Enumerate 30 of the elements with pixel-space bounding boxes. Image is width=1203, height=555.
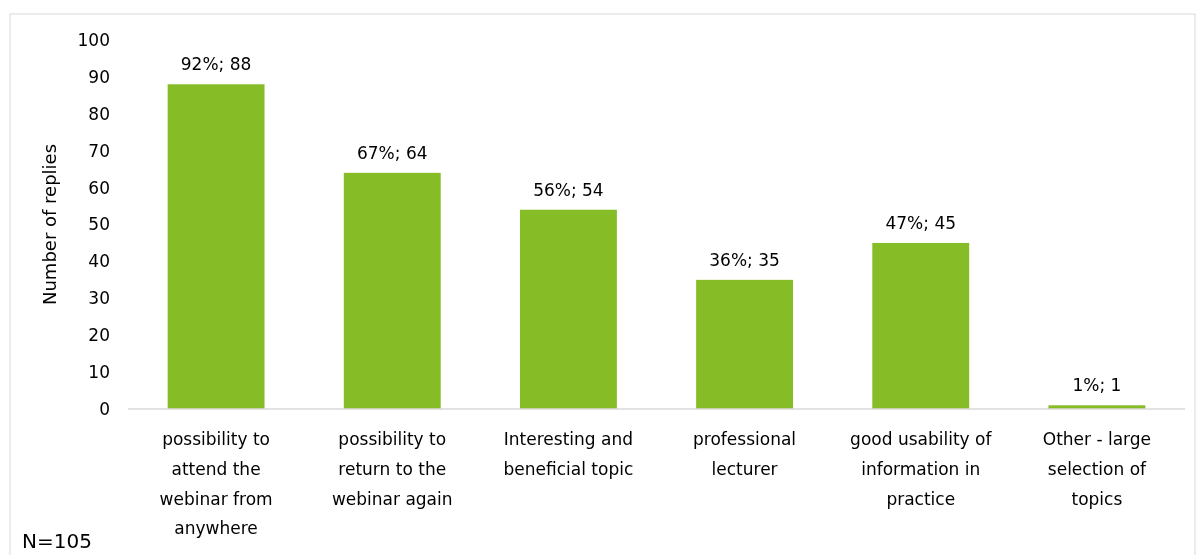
y-tick-label: 60 bbox=[88, 177, 110, 198]
bar bbox=[872, 242, 970, 409]
bar bbox=[167, 84, 265, 409]
data-label: 1%; 1 bbox=[1072, 375, 1122, 396]
y-axis-title: Number of replies bbox=[39, 143, 60, 306]
data-label: 92%; 88 bbox=[180, 54, 252, 75]
data-label: 36%; 35 bbox=[709, 249, 780, 270]
y-tick-label: 30 bbox=[88, 288, 110, 309]
y-tick-label: 10 bbox=[88, 362, 110, 383]
y-tick-label: 80 bbox=[88, 103, 110, 124]
bar bbox=[696, 279, 794, 409]
data-label: 47%; 45 bbox=[885, 212, 957, 233]
y-tick-label: 0 bbox=[99, 398, 110, 419]
y-tick-label: 20 bbox=[88, 325, 110, 346]
y-tick-label: 100 bbox=[77, 29, 110, 50]
bar bbox=[519, 209, 617, 409]
data-label: 56%; 54 bbox=[533, 179, 604, 200]
data-label: 67%; 64 bbox=[356, 142, 428, 163]
x-tick-label: Interesting and beneficial topic bbox=[503, 429, 634, 479]
text: N=105 bbox=[22, 529, 92, 553]
x-tick-label: possibility to return to the webinar again bbox=[331, 429, 453, 509]
x-tick-label: professional lecturer bbox=[693, 429, 797, 479]
y-tick-label: 40 bbox=[88, 251, 110, 272]
bar bbox=[343, 172, 441, 409]
y-tick-label: 70 bbox=[88, 140, 110, 161]
y-tick-label: 50 bbox=[88, 214, 110, 235]
x-tick-label: good usability of information in practice bbox=[850, 429, 993, 509]
y-tick-label: 90 bbox=[88, 66, 110, 87]
x-tick-label: possibility to attend the webinar from anywhere bbox=[159, 429, 273, 539]
x-tick-label: Other - large selection of topics bbox=[1042, 429, 1152, 509]
